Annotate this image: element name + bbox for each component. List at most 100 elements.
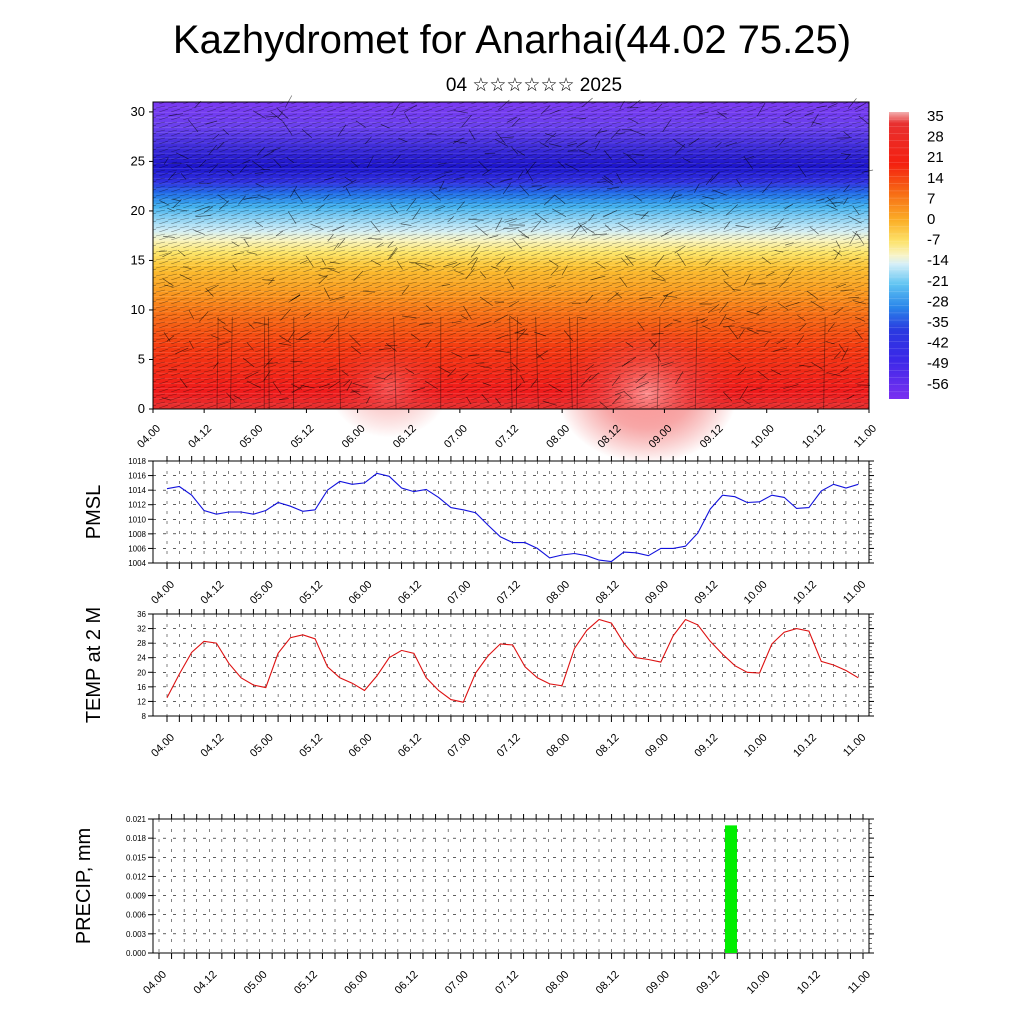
- wind-barb: [248, 323, 255, 330]
- wind-barb: [278, 398, 289, 401]
- wind-barb: [318, 383, 330, 388]
- wind-barb: [454, 238, 463, 242]
- wind-barb: [728, 326, 739, 340]
- wind-barb: [321, 258, 326, 266]
- wind-barb: [318, 274, 328, 285]
- wind-barb: [797, 165, 807, 178]
- wind-barb: [806, 290, 819, 300]
- wind-barb: [737, 366, 747, 376]
- x-tick-label: 10.00: [742, 732, 770, 760]
- wind-barb: [782, 120, 793, 125]
- wind-barb: [332, 324, 339, 332]
- wind-barb: [509, 316, 513, 410]
- x-tick-label: 04.12: [199, 732, 227, 760]
- wind-barb: [323, 333, 334, 344]
- wind-barb: [443, 262, 458, 268]
- wind-barb: [168, 113, 184, 117]
- x-tick-label: 06.12: [396, 579, 424, 607]
- wind-barb: [604, 150, 613, 161]
- x-tick-label: 07.00: [442, 423, 470, 451]
- y-tick-label: 10: [131, 302, 145, 317]
- wind-barb: [624, 391, 633, 399]
- wind-barb: [328, 268, 340, 274]
- wind-barb: [326, 368, 337, 370]
- wind-barb: [628, 117, 639, 124]
- x-tick-label: 05.12: [289, 423, 317, 451]
- x-tick-label: 04.12: [199, 579, 227, 607]
- wind-barb: [696, 111, 709, 115]
- wind-barb: [508, 300, 520, 308]
- wind-barb: [362, 290, 375, 293]
- wind-barb: [543, 195, 555, 206]
- x-tick-label: 04.00: [141, 969, 169, 997]
- x-tick-label: 05.00: [248, 732, 276, 760]
- wind-barb: [702, 325, 711, 330]
- wind-barb: [655, 353, 662, 363]
- wind-barb: [743, 155, 755, 161]
- wind-barb: [834, 250, 841, 260]
- temp-series-line: [166, 618, 859, 703]
- wind-barb: [548, 143, 562, 148]
- wind-barb: [393, 316, 397, 410]
- y-axis-label: PRECIP, mm: [73, 828, 95, 944]
- x-tick-label: 04.00: [149, 732, 177, 760]
- wind-barb: [650, 341, 658, 350]
- wind-barb: [633, 194, 643, 202]
- wind-barb: [300, 384, 315, 389]
- wind-barb: [525, 168, 534, 182]
- wind-barb: [783, 384, 799, 389]
- wind-barb: [245, 371, 259, 379]
- wind-barb: [797, 315, 806, 322]
- wind-barb: [159, 250, 168, 253]
- colorbar-label: 0: [927, 211, 935, 228]
- wind-barb: [499, 136, 515, 139]
- wind-barb: [855, 316, 866, 322]
- wind-barb: [516, 328, 528, 341]
- x-tick-label: 06.12: [393, 969, 421, 997]
- wind-barb: [194, 205, 210, 212]
- wind-barb: [252, 110, 267, 119]
- wind-barb: [743, 274, 751, 286]
- wind-barb: [353, 270, 364, 282]
- wind-barb: [826, 372, 842, 377]
- wind-barb: [290, 294, 301, 302]
- wind-barb: [271, 147, 281, 152]
- wind-barb: [716, 113, 727, 115]
- colorbar-label: -28: [927, 293, 949, 310]
- wind-barb: [216, 142, 225, 150]
- wind-barb: [195, 215, 212, 217]
- wind-barb: [213, 361, 219, 369]
- y-tick-label: 8: [142, 712, 147, 721]
- wind-barb: [725, 204, 739, 216]
- wind-barb: [506, 116, 518, 123]
- wind-barb: [461, 114, 472, 128]
- wind-barb: [493, 314, 509, 323]
- wind-barb: [167, 207, 175, 212]
- wind-barb: [243, 196, 259, 200]
- wind-barb: [456, 201, 465, 211]
- wind-barb: [273, 158, 282, 168]
- wind-barb: [199, 311, 209, 322]
- wind-barb: [534, 212, 548, 223]
- wind-barb: [253, 321, 269, 326]
- wind-barb: [564, 163, 580, 172]
- x-tick-label: 10.00: [742, 579, 770, 607]
- wind-barb: [722, 325, 735, 328]
- wind-barb: [212, 133, 220, 140]
- wind-barb: [351, 389, 361, 396]
- x-tick-label: 06.00: [347, 732, 375, 760]
- wind-barb: [232, 264, 238, 272]
- wind-barb: [756, 329, 772, 333]
- wind-barb: [461, 373, 469, 381]
- wind-barb: [389, 248, 398, 259]
- x-tick-label: 04.12: [186, 423, 214, 451]
- wind-barb: [826, 341, 835, 345]
- wind-barb: [584, 364, 594, 372]
- wind-barb: [254, 172, 264, 174]
- wind-barb: [721, 268, 729, 277]
- wind-barb: [688, 137, 700, 146]
- wind-barb: [503, 265, 512, 274]
- wind-barb: [611, 375, 621, 387]
- wind-barb: [332, 225, 345, 232]
- colorbar-label: 35: [927, 108, 944, 125]
